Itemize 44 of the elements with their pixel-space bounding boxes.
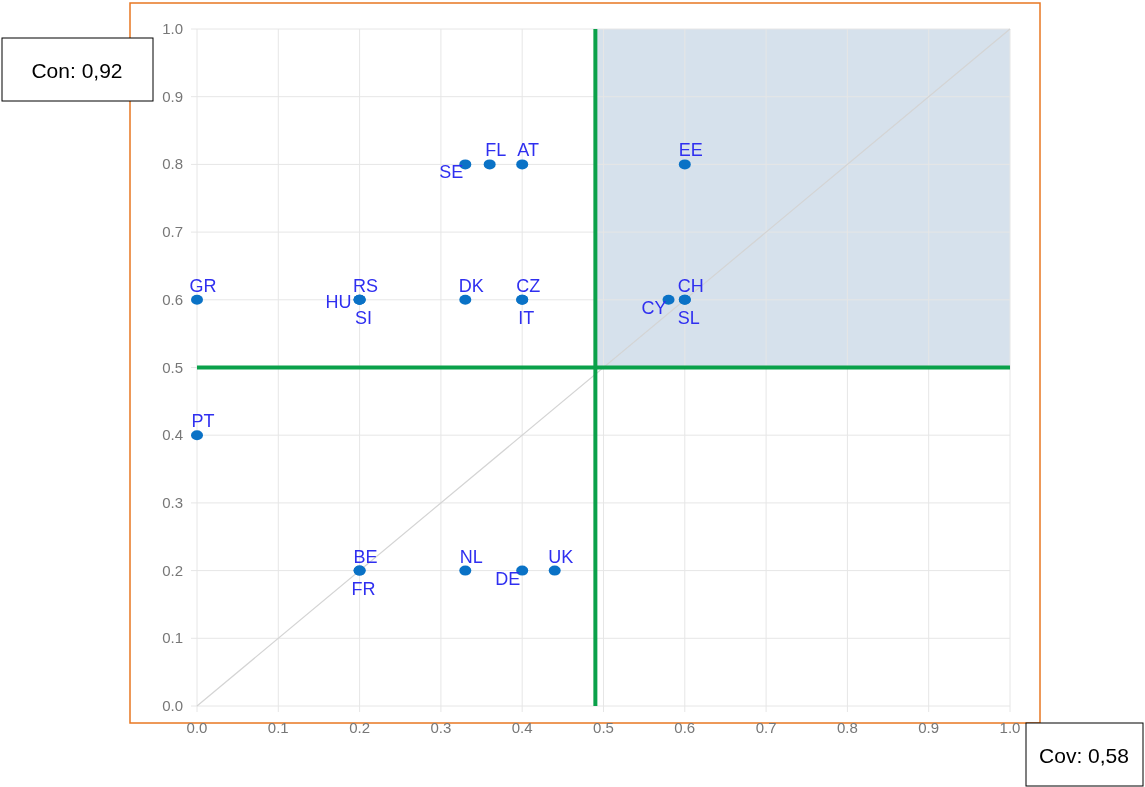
data-label: IT	[518, 307, 535, 328]
y-tick-label: 0.3	[162, 493, 183, 511]
y-tick-label: 0.0	[162, 697, 183, 714]
x-tick-label: 0.8	[836, 719, 858, 736]
x-tick-label: 0.5	[593, 719, 614, 736]
data-label: RS	[353, 275, 379, 296]
y-tick-label: 0.4	[162, 426, 183, 444]
data-label: CY	[641, 297, 667, 318]
data-label: NL	[459, 546, 483, 567]
data-label: HU	[325, 291, 352, 312]
y-tick-label: 0.2	[162, 561, 183, 579]
data-label: FR	[351, 578, 376, 599]
y-tick-label: 0.9	[162, 87, 183, 105]
y-tick-label: 1.0	[162, 20, 183, 37]
data-label: CH	[677, 275, 704, 296]
data-label: SI	[355, 307, 373, 328]
data-label: PT	[191, 411, 215, 432]
x-tick-label: 0.7	[755, 719, 777, 736]
x-tick-label: 0.6	[674, 719, 696, 736]
data-label: UK	[548, 546, 574, 567]
data-label: EE	[678, 140, 703, 161]
y-tick-label: 0.7	[162, 223, 183, 241]
x-tick-label: 0.3	[430, 719, 452, 736]
data-label: SE	[439, 162, 464, 183]
text: Con: 0,92	[31, 59, 123, 82]
data-label: GR	[189, 275, 217, 296]
text: Cov: 0,58	[1039, 744, 1129, 767]
data-label: SL	[677, 307, 700, 328]
y-tick-label: 0.1	[162, 629, 183, 647]
y-tick-label: 0.5	[162, 358, 183, 376]
data-label: DE	[495, 568, 521, 589]
y-tick-label: 0.6	[162, 290, 183, 308]
data-label: FL	[485, 140, 507, 161]
x-tick-label: 0.0	[186, 719, 208, 736]
data-label: CZ	[516, 275, 541, 296]
x-tick-label: 0.2	[349, 719, 371, 736]
data-label: DK	[458, 275, 484, 296]
data-label: AT	[517, 140, 540, 161]
y-tick-label: 0.8	[162, 155, 183, 173]
x-tick-label: 0.4	[511, 719, 533, 736]
x-tick-label: 0.9	[918, 719, 940, 736]
data-label: BE	[353, 546, 378, 567]
x-tick-label: 1.0	[999, 719, 1021, 736]
x-tick-label: 0.1	[267, 719, 289, 736]
